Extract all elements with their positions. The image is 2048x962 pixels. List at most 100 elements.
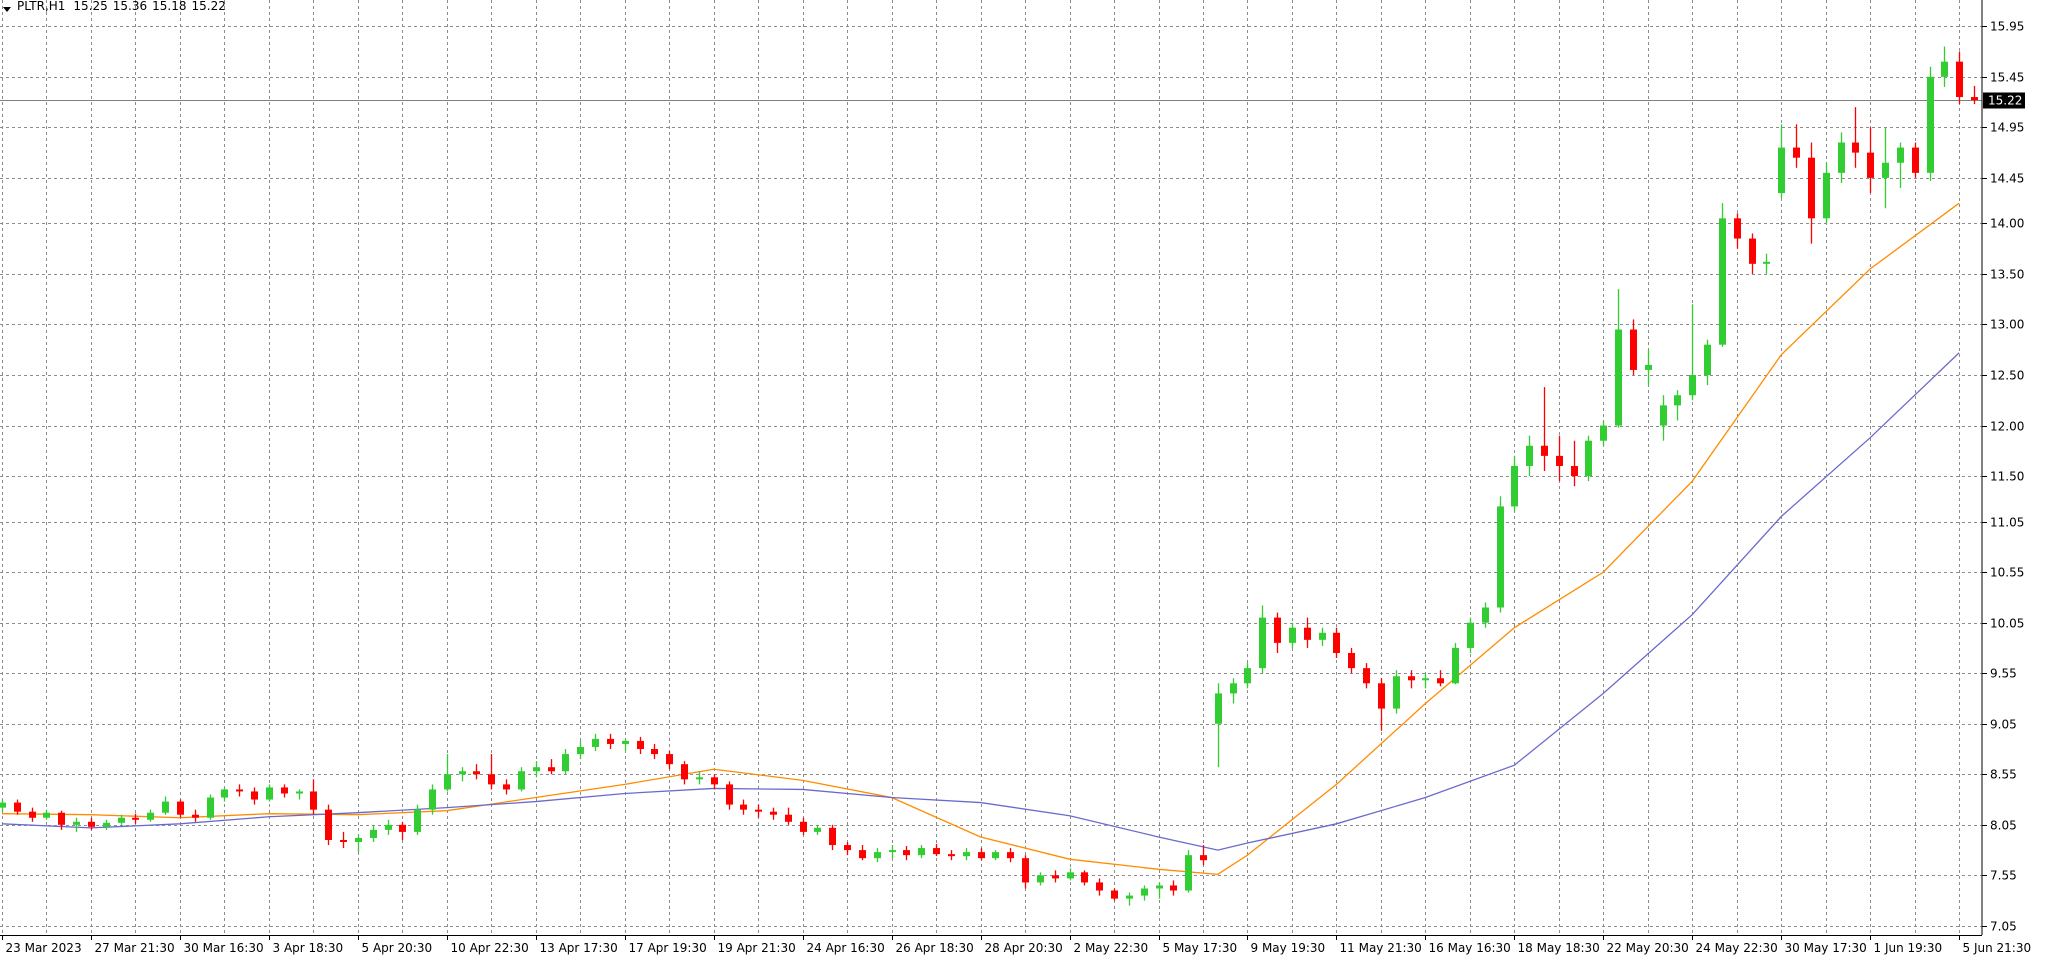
x-tick-label: 5 Jun 21:30 <box>1963 941 2032 955</box>
y-tick-label: 7.55 <box>1990 869 2017 883</box>
candle-body <box>1971 97 1978 101</box>
candle-body <box>1497 506 1504 608</box>
axes <box>0 0 1983 936</box>
candle-body <box>370 829 377 838</box>
candle-body <box>1897 147 1904 163</box>
candle-body <box>221 789 228 798</box>
moving-average-line <box>1 202 1960 876</box>
candle-body <box>533 767 540 772</box>
candle-body <box>622 740 629 744</box>
x-tick-label: 10 Apr 22:30 <box>451 941 529 955</box>
candle-body <box>207 797 214 818</box>
candle-body <box>592 738 599 747</box>
y-tick-label: 14.45 <box>1990 172 2024 186</box>
candle-body <box>340 839 347 843</box>
candle-body <box>844 845 851 851</box>
candle-body <box>14 802 21 812</box>
current-price-label: 15.22 <box>1988 94 2022 108</box>
candle-body <box>814 827 821 832</box>
x-tick-label: 16 May 16:30 <box>1429 941 1511 955</box>
candle-body <box>429 789 436 810</box>
candle-body <box>281 787 288 794</box>
candle-body <box>473 771 480 775</box>
candle-body <box>1808 157 1815 219</box>
candle-body <box>43 812 50 818</box>
candle-body <box>132 817 139 820</box>
candle-body <box>1778 147 1785 194</box>
candle-body <box>874 852 881 859</box>
candle-body <box>1511 465 1518 507</box>
candle-body <box>1630 329 1637 370</box>
candle-body <box>444 774 451 790</box>
y-tick-label: 11.05 <box>1990 516 2024 530</box>
candle-body <box>177 801 184 815</box>
candle-body <box>1749 238 1756 264</box>
candle-body <box>1719 218 1726 345</box>
candle-body <box>1585 440 1592 477</box>
y-tick-label: 11.50 <box>1990 470 2024 484</box>
candle-body <box>711 777 718 785</box>
candle-body <box>1734 218 1741 239</box>
y-tick-label: 10.05 <box>1990 617 2024 631</box>
candle-body <box>1422 678 1429 681</box>
x-tick-label: 2 May 22:30 <box>1074 941 1149 955</box>
candle-body <box>726 784 733 805</box>
candle-body <box>1319 632 1326 640</box>
candle-body <box>1882 162 1889 178</box>
candle-body <box>1437 678 1444 684</box>
x-tick-label: 24 Apr 16:30 <box>807 941 885 955</box>
candle-body <box>770 811 777 815</box>
x-tick-label: 24 May 22:30 <box>1696 941 1778 955</box>
candle-body <box>162 801 169 813</box>
candle-body <box>251 791 258 800</box>
header-text: PLTR,H1 15.25 15.36 15.18 15.22 <box>17 0 226 13</box>
candle-body <box>414 809 421 832</box>
candle-body <box>666 754 673 765</box>
candle-body <box>607 738 614 744</box>
y-tick-label: 9.05 <box>1990 718 2017 732</box>
candle-body <box>829 827 836 846</box>
x-tick-label: 11 May 21:30 <box>1340 941 1422 955</box>
candle-body <box>1007 852 1014 859</box>
y-tick-label: 15.45 <box>1990 71 2024 85</box>
candle-body <box>1645 364 1652 370</box>
current-price-box <box>1983 92 2025 109</box>
moving-averages <box>1 202 1960 876</box>
candle-body <box>1660 405 1667 426</box>
candle-body <box>562 754 569 772</box>
candle-body <box>1541 445 1548 456</box>
candle-body <box>992 852 999 859</box>
candle-body <box>459 771 466 775</box>
y-tick-label: 15.95 <box>1990 20 2024 34</box>
candle-body <box>399 824 406 832</box>
candle-body <box>1823 172 1830 219</box>
candle-body <box>696 777 703 780</box>
candle-body <box>548 767 555 772</box>
y-tick-label: 13.00 <box>1990 318 2024 332</box>
header-high: 15.36 <box>113 0 147 13</box>
y-tick-label: 8.05 <box>1990 819 2017 833</box>
x-tick-label: 22 May 20:30 <box>1607 941 1689 955</box>
chart-header: PLTR,H1 15.25 15.36 15.18 15.22 <box>3 0 226 13</box>
candle-body <box>58 812 65 825</box>
candle-body <box>1482 607 1489 623</box>
candle-body <box>1763 261 1770 264</box>
candle-body <box>147 812 154 820</box>
candle-body <box>1096 882 1103 891</box>
candle-body <box>1200 855 1207 861</box>
x-tick-label: 17 Apr 19:30 <box>629 941 707 955</box>
header-close: 15.22 <box>192 0 226 13</box>
candle-body <box>1185 855 1192 891</box>
candle-body <box>918 848 925 856</box>
x-tick-label: 26 Apr 18:30 <box>896 941 974 955</box>
candle-body <box>1793 147 1800 158</box>
candle-body <box>1304 627 1311 640</box>
candle-body <box>1274 617 1281 643</box>
y-tick-label: 8.55 <box>1990 768 2017 782</box>
candles <box>0 46 1978 906</box>
candle-body <box>103 822 110 827</box>
candle-body <box>1852 142 1859 153</box>
